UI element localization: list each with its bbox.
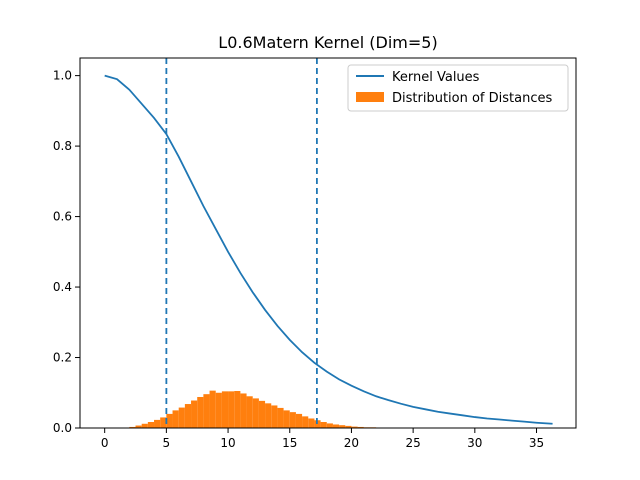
histogram-bar — [295, 413, 303, 428]
histogram-bar — [289, 412, 296, 428]
y-tick-label: 0.6 — [53, 210, 72, 224]
x-tick-label: 35 — [529, 436, 544, 450]
histogram-bar — [178, 407, 185, 428]
histogram-bar — [203, 394, 210, 428]
histogram-bar — [339, 425, 346, 428]
histogram-bar — [228, 391, 235, 428]
histogram-bar — [351, 426, 358, 428]
x-tick-label: 10 — [220, 436, 235, 450]
y-tick-label: 0.0 — [53, 421, 72, 435]
histogram-bar — [345, 425, 352, 428]
histogram-bar — [197, 396, 204, 428]
legend-label-kernel: Kernel Values — [392, 70, 480, 85]
histogram-bar — [308, 418, 315, 428]
histogram-bar — [154, 419, 161, 428]
histogram-bar — [135, 425, 142, 428]
x-tick-label: 15 — [282, 436, 297, 450]
chart-title: L0.6Matern Kernel (Dim=5) — [218, 33, 437, 52]
histogram-bar — [277, 407, 284, 428]
histogram-bar — [166, 413, 173, 428]
histogram-bar — [184, 404, 192, 428]
x-tick-label: 30 — [467, 436, 482, 450]
histogram-bar — [221, 391, 229, 428]
histogram-bar — [332, 424, 340, 428]
histogram-bar — [191, 400, 198, 428]
histogram-bar — [302, 416, 309, 428]
x-tick-label: 20 — [344, 436, 359, 450]
histogram-bar — [265, 403, 272, 428]
vertical-lines — [165, 58, 318, 428]
y-tick-label: 0.8 — [53, 139, 72, 153]
histogram-bar — [209, 390, 216, 428]
x-tick-label: 25 — [405, 436, 420, 450]
x-tick-label: 0 — [101, 436, 109, 450]
histogram-bar — [314, 420, 321, 428]
histogram-bars — [129, 390, 389, 428]
histogram-bar — [240, 393, 247, 428]
legend-bar-swatch — [356, 92, 384, 102]
y-tick-label: 1.0 — [53, 69, 72, 83]
histogram-bar — [141, 423, 148, 428]
legend-box — [347, 64, 569, 112]
histogram-bar — [147, 422, 155, 428]
histogram-bar — [160, 417, 167, 428]
legend-label-distribution: Distribution of Distances — [392, 91, 552, 106]
y-axis-ticks: 0.0 0.2 0.4 0.6 0.8 1.0 — [53, 69, 80, 435]
plot-frame — [79, 57, 577, 429]
histogram-bar — [271, 405, 278, 428]
y-tick-label: 0.2 — [53, 351, 72, 365]
histogram-bar — [283, 410, 290, 428]
x-tick-label: 5 — [163, 436, 171, 450]
histogram-bar — [252, 398, 259, 428]
histogram-bar — [234, 391, 241, 428]
kernel-values-line — [104, 74, 553, 425]
histogram-bar — [357, 426, 364, 428]
histogram-bar — [246, 396, 253, 428]
kernel-line-layer — [104, 74, 553, 425]
legend: Kernel Values Distribution of Distances — [347, 64, 569, 112]
histogram-bar — [215, 392, 222, 428]
histogram-bar — [258, 400, 266, 428]
y-tick-label: 0.4 — [53, 280, 72, 294]
histogram-bar — [326, 423, 333, 428]
histogram-bar — [129, 426, 136, 428]
histogram-bar — [172, 410, 179, 428]
histogram-bar — [320, 422, 327, 428]
x-axis-ticks: 0 5 10 15 20 25 30 35 — [101, 428, 544, 450]
